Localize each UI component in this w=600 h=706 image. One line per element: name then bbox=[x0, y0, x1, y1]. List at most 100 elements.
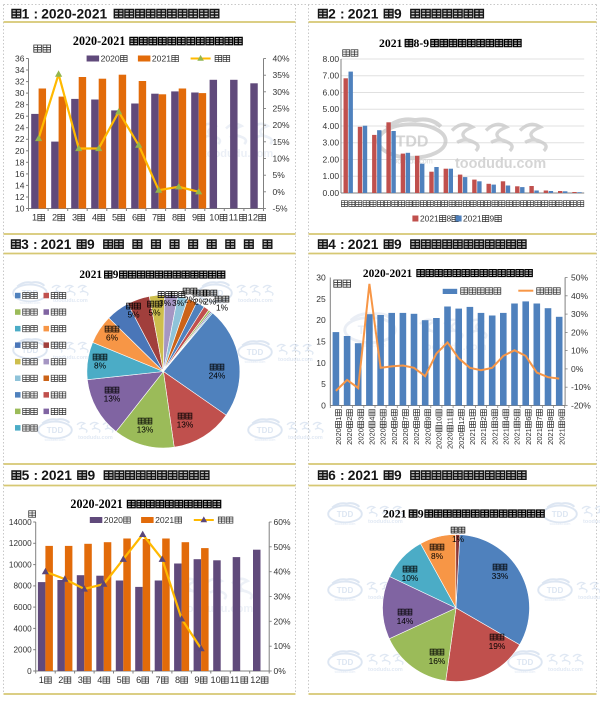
svg-text:2020: 2020 bbox=[334, 428, 343, 445]
svg-text::: : bbox=[34, 468, 39, 483]
svg-text:33%: 33% bbox=[492, 571, 509, 581]
svg-text:4: 4 bbox=[97, 675, 102, 685]
svg-text:10%: 10% bbox=[571, 346, 588, 356]
svg-text:1.00: 1.00 bbox=[323, 171, 340, 181]
svg-text:2020: 2020 bbox=[457, 432, 466, 449]
svg-text:7: 7 bbox=[535, 416, 544, 420]
svg-text:9: 9 bbox=[418, 506, 424, 520]
svg-text:60%: 60% bbox=[274, 517, 291, 527]
svg-text:36: 36 bbox=[15, 54, 25, 64]
svg-text:2020-2021: 2020-2021 bbox=[363, 268, 413, 280]
svg-text:6: 6 bbox=[132, 213, 137, 223]
svg-text:9: 9 bbox=[88, 468, 96, 483]
svg-text:2: 2 bbox=[345, 417, 354, 421]
svg-text:6%: 6% bbox=[106, 332, 119, 342]
svg-text:2%: 2% bbox=[194, 296, 207, 306]
svg-text:40%: 40% bbox=[273, 54, 290, 64]
svg-text:10%: 10% bbox=[274, 641, 291, 651]
svg-text:2021: 2021 bbox=[479, 428, 488, 445]
svg-text:0%: 0% bbox=[274, 666, 287, 676]
svg-text:3%: 3% bbox=[172, 298, 185, 308]
svg-text:13%: 13% bbox=[104, 393, 121, 403]
svg-text:-10%: -10% bbox=[571, 382, 591, 392]
svg-text:2020-2021: 2020-2021 bbox=[70, 497, 122, 511]
svg-text:toodudu.com: toodudu.com bbox=[335, 598, 356, 602]
svg-text:2021: 2021 bbox=[535, 428, 544, 445]
svg-text:2020: 2020 bbox=[379, 428, 388, 445]
svg-text:6: 6 bbox=[524, 417, 533, 421]
svg-text:TDD: TDD bbox=[396, 134, 429, 151]
svg-text:30: 30 bbox=[15, 88, 25, 98]
svg-text::: : bbox=[340, 468, 345, 483]
svg-text:6000: 6000 bbox=[14, 603, 33, 612]
svg-text:toodudu.com: toodudu.com bbox=[335, 522, 356, 526]
svg-text:3: 3 bbox=[490, 417, 499, 421]
svg-text:5: 5 bbox=[22, 468, 30, 483]
svg-text:12: 12 bbox=[457, 416, 466, 424]
svg-text:4: 4 bbox=[368, 417, 377, 421]
svg-text:1%: 1% bbox=[216, 302, 229, 312]
svg-text:14: 14 bbox=[15, 180, 25, 190]
svg-text:2020: 2020 bbox=[435, 432, 444, 449]
svg-text:-5%: -5% bbox=[273, 204, 289, 214]
svg-text:9: 9 bbox=[394, 237, 402, 252]
svg-text:11: 11 bbox=[230, 675, 240, 685]
svg-text:9: 9 bbox=[194, 675, 199, 685]
svg-text:toodudu.com: toodudu.com bbox=[455, 156, 546, 172]
svg-text:2021: 2021 bbox=[420, 213, 439, 223]
svg-text:24: 24 bbox=[15, 123, 25, 133]
svg-text:8.00: 8.00 bbox=[323, 54, 340, 64]
svg-text:toodudu.com: toodudu.com bbox=[545, 598, 566, 602]
svg-text:TDD: TDD bbox=[547, 586, 564, 595]
svg-text:10: 10 bbox=[316, 358, 326, 368]
svg-text:1: 1 bbox=[468, 417, 477, 421]
svg-text:toodudu.com: toodudu.com bbox=[515, 670, 536, 674]
svg-text:13%: 13% bbox=[137, 424, 154, 434]
svg-text:2021: 2021 bbox=[383, 506, 407, 520]
svg-text:2021: 2021 bbox=[155, 515, 174, 525]
svg-text:9: 9 bbox=[87, 237, 95, 252]
svg-text:toodudu.com: toodudu.com bbox=[255, 438, 276, 442]
svg-text:2020: 2020 bbox=[368, 428, 377, 445]
svg-text:5.00: 5.00 bbox=[323, 104, 340, 114]
svg-text:2021: 2021 bbox=[348, 468, 379, 483]
svg-text:19%: 19% bbox=[489, 641, 506, 651]
svg-text:2021: 2021 bbox=[348, 6, 379, 21]
svg-text:toodudu.com: toodudu.com bbox=[548, 667, 583, 673]
svg-text:10: 10 bbox=[435, 417, 444, 425]
svg-text:30%: 30% bbox=[571, 309, 588, 319]
svg-text:2021: 2021 bbox=[468, 428, 477, 445]
svg-text:12: 12 bbox=[248, 213, 258, 223]
svg-text:2021: 2021 bbox=[152, 54, 171, 64]
svg-text:TDD: TDD bbox=[47, 426, 64, 435]
svg-text:10%: 10% bbox=[402, 573, 419, 583]
svg-text:2020: 2020 bbox=[345, 428, 354, 445]
svg-text:20%: 20% bbox=[274, 616, 291, 626]
svg-text:8: 8 bbox=[447, 213, 452, 223]
svg-text:9: 9 bbox=[394, 468, 402, 483]
svg-text:0: 0 bbox=[321, 401, 326, 411]
svg-text:9: 9 bbox=[113, 269, 119, 281]
svg-text:25: 25 bbox=[316, 294, 326, 304]
svg-text:12: 12 bbox=[250, 675, 260, 685]
svg-text:20: 20 bbox=[15, 146, 25, 156]
svg-text:16%: 16% bbox=[429, 656, 446, 666]
svg-text:1: 1 bbox=[334, 417, 343, 421]
svg-text:22: 22 bbox=[15, 134, 25, 144]
svg-text:50%: 50% bbox=[571, 273, 588, 283]
svg-text:2021: 2021 bbox=[41, 237, 72, 252]
svg-text:2020: 2020 bbox=[101, 54, 120, 64]
svg-text:2021: 2021 bbox=[557, 428, 566, 445]
svg-text:3: 3 bbox=[356, 416, 365, 420]
svg-text:0.00: 0.00 bbox=[323, 188, 340, 198]
svg-text:9: 9 bbox=[192, 213, 197, 223]
svg-text:4: 4 bbox=[328, 237, 336, 252]
svg-text:5: 5 bbox=[379, 417, 388, 421]
svg-text:9: 9 bbox=[423, 417, 432, 421]
svg-text:14%: 14% bbox=[397, 616, 414, 626]
svg-text:2%: 2% bbox=[184, 294, 197, 304]
svg-text:13%: 13% bbox=[177, 419, 194, 429]
svg-text:8: 8 bbox=[172, 213, 177, 223]
svg-text:2020: 2020 bbox=[401, 428, 410, 445]
svg-text:2021: 2021 bbox=[41, 468, 72, 483]
